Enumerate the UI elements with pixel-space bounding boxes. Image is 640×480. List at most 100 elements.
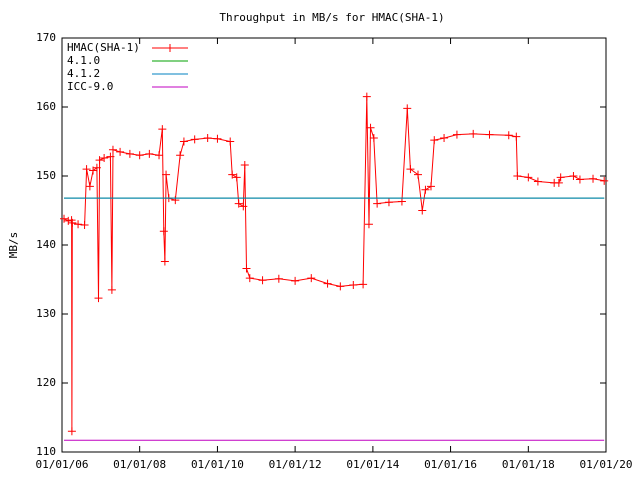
point-marker xyxy=(406,165,415,174)
point-marker xyxy=(176,151,185,160)
point-marker xyxy=(359,280,368,289)
point-marker xyxy=(452,130,461,139)
point-marker xyxy=(158,125,167,134)
point-marker xyxy=(155,151,164,160)
point-marker xyxy=(533,177,542,186)
point-marker xyxy=(179,137,188,146)
point-marker xyxy=(369,134,378,143)
point-marker xyxy=(145,149,154,158)
point-marker xyxy=(418,206,427,215)
point-marker xyxy=(469,129,478,138)
point-marker xyxy=(403,104,412,113)
y-tick-label: 140 xyxy=(36,238,56,251)
point-marker xyxy=(485,130,494,139)
x-tick-label: 01/01/16 xyxy=(424,458,477,471)
x-tick-label: 01/01/12 xyxy=(269,458,322,471)
point-marker xyxy=(589,174,598,183)
point-marker xyxy=(203,134,212,143)
point-marker xyxy=(92,163,101,172)
point-marker xyxy=(323,279,332,288)
point-marker xyxy=(108,145,117,154)
point-marker xyxy=(228,170,237,179)
point-marker xyxy=(384,198,393,207)
series-line xyxy=(63,96,605,432)
point-marker xyxy=(362,92,371,101)
point-marker xyxy=(240,160,249,169)
point-marker xyxy=(94,294,103,303)
point-marker xyxy=(413,170,422,179)
point-marker xyxy=(307,274,316,283)
legend-label: 4.1.2 xyxy=(67,67,100,80)
point-marker xyxy=(234,199,243,208)
point-marker xyxy=(100,154,109,163)
x-tick-label: 01/01/20 xyxy=(580,458,633,471)
point-marker xyxy=(364,220,373,229)
point-marker xyxy=(60,214,69,223)
point-marker xyxy=(554,178,563,187)
point-marker xyxy=(575,175,584,184)
y-tick-label: 170 xyxy=(36,31,56,44)
point-marker xyxy=(213,134,222,143)
point-marker xyxy=(421,185,430,194)
point-marker xyxy=(524,173,533,182)
chart-title: Throughput in MB/s for HMAC(SHA-1) xyxy=(219,11,444,24)
point-marker xyxy=(440,134,449,143)
point-marker xyxy=(430,136,439,145)
point-marker xyxy=(85,182,94,191)
point-marker xyxy=(82,165,91,174)
point-marker xyxy=(239,202,248,211)
point-marker xyxy=(600,176,609,185)
point-marker xyxy=(106,152,115,161)
point-marker xyxy=(291,276,300,285)
y-tick-label: 120 xyxy=(36,376,56,389)
point-marker xyxy=(512,132,521,141)
point-marker xyxy=(274,274,283,283)
point-marker xyxy=(366,123,375,132)
legend-label: ICC-9.0 xyxy=(67,80,113,93)
point-marker xyxy=(159,227,168,236)
y-tick-label: 150 xyxy=(36,169,56,182)
point-marker xyxy=(242,264,251,273)
plot-border xyxy=(61,37,607,453)
y-tick-label: 160 xyxy=(36,100,56,113)
x-tick-label: 01/01/14 xyxy=(346,458,399,471)
point-marker xyxy=(74,220,83,229)
x-tick-label: 01/01/10 xyxy=(191,458,244,471)
point-marker xyxy=(135,151,144,160)
point-marker xyxy=(569,172,578,180)
point-marker xyxy=(226,137,235,146)
point-marker xyxy=(80,220,89,229)
point-marker xyxy=(258,276,267,285)
point-marker xyxy=(556,173,565,182)
point-marker xyxy=(504,131,513,140)
point-marker xyxy=(68,218,77,227)
point-marker xyxy=(349,281,358,290)
point-marker xyxy=(397,197,406,206)
point-marker xyxy=(95,156,104,165)
x-tick-label: 01/01/06 xyxy=(36,458,89,471)
point-marker xyxy=(336,282,345,291)
point-marker xyxy=(190,135,199,144)
legend-label: HMAC(SHA-1) xyxy=(67,41,140,54)
point-marker xyxy=(513,172,522,180)
point-marker xyxy=(160,257,169,266)
point-marker xyxy=(162,170,171,179)
y-tick-label: 130 xyxy=(36,307,56,320)
point-marker xyxy=(373,199,382,208)
legend-marker xyxy=(166,44,174,52)
point-marker xyxy=(67,427,76,436)
point-marker xyxy=(245,274,254,283)
legend-label: 4.1.0 xyxy=(67,54,100,67)
point-marker xyxy=(232,173,241,182)
y-axis-label: MB/s xyxy=(7,232,20,259)
point-marker xyxy=(107,285,116,294)
point-marker xyxy=(64,216,73,225)
x-tick-label: 01/01/18 xyxy=(502,458,555,471)
point-marker xyxy=(426,182,435,191)
x-tick-label: 01/01/08 xyxy=(113,458,166,471)
point-marker xyxy=(116,147,125,156)
y-tick-label: 110 xyxy=(36,445,56,458)
point-marker xyxy=(171,196,180,205)
point-marker xyxy=(125,149,134,158)
